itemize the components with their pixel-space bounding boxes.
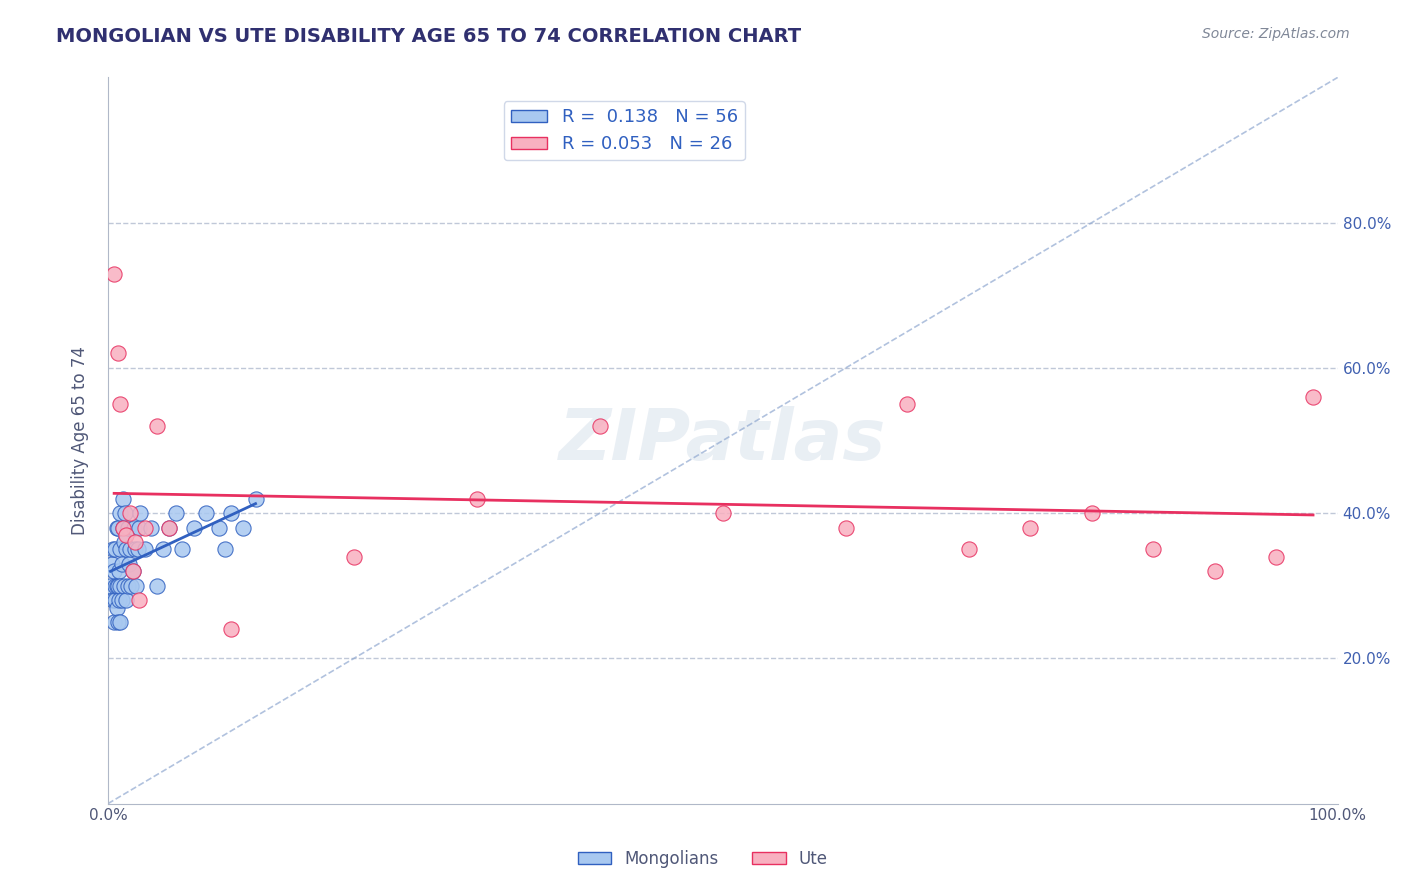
Point <box>195 506 218 520</box>
Point <box>711 506 734 520</box>
Point <box>111 491 134 506</box>
Point <box>129 506 152 520</box>
Point <box>152 542 174 557</box>
Point <box>124 542 146 557</box>
Point <box>103 267 125 281</box>
Point <box>219 623 242 637</box>
Point <box>124 535 146 549</box>
Point <box>104 542 127 557</box>
Point <box>103 564 125 578</box>
Y-axis label: Disability Age 65 to 74: Disability Age 65 to 74 <box>72 346 89 535</box>
Point <box>957 542 980 557</box>
Point <box>110 542 132 557</box>
Point <box>125 579 148 593</box>
Point <box>107 521 129 535</box>
Point <box>117 579 139 593</box>
Point <box>120 542 142 557</box>
Point <box>105 521 128 535</box>
Point <box>121 564 143 578</box>
Point <box>1142 542 1164 557</box>
Point <box>159 521 181 535</box>
Point <box>465 491 488 506</box>
Point <box>110 557 132 571</box>
Point <box>104 593 127 607</box>
Point <box>120 579 142 593</box>
Point <box>134 521 156 535</box>
Point <box>1019 521 1042 535</box>
Point <box>111 521 134 535</box>
Point <box>120 506 142 520</box>
Point <box>146 419 169 434</box>
Point <box>110 593 132 607</box>
Point <box>134 542 156 557</box>
Point <box>343 549 366 564</box>
Text: Source: ZipAtlas.com: Source: ZipAtlas.com <box>1202 27 1350 41</box>
Point <box>111 521 134 535</box>
Point <box>139 521 162 535</box>
Point <box>100 557 122 571</box>
Point <box>115 593 138 607</box>
Point <box>108 564 131 578</box>
Point <box>112 535 135 549</box>
Point <box>103 615 125 629</box>
Point <box>208 521 231 535</box>
Legend: Mongolians, Ute: Mongolians, Ute <box>571 844 835 875</box>
Point <box>115 528 138 542</box>
Point <box>117 521 139 535</box>
Point <box>110 506 132 520</box>
Point <box>112 579 135 593</box>
Point <box>214 542 236 557</box>
Point <box>159 521 181 535</box>
Point <box>1265 549 1288 564</box>
Text: ZIPatlas: ZIPatlas <box>560 406 887 475</box>
Point <box>183 521 205 535</box>
Point <box>896 397 918 411</box>
Point <box>232 521 254 535</box>
Point <box>105 600 128 615</box>
Point <box>100 579 122 593</box>
Point <box>104 579 127 593</box>
Point <box>101 593 124 607</box>
Point <box>110 397 132 411</box>
Point <box>245 491 267 506</box>
Point <box>121 564 143 578</box>
Point <box>219 506 242 520</box>
Point <box>108 593 131 607</box>
Point <box>170 542 193 557</box>
Point <box>127 542 149 557</box>
Point <box>110 579 132 593</box>
Legend: R =  0.138   N = 56, R = 0.053   N = 26: R = 0.138 N = 56, R = 0.053 N = 26 <box>503 101 745 161</box>
Point <box>105 579 128 593</box>
Point <box>110 615 132 629</box>
Point <box>128 593 150 607</box>
Point <box>1204 564 1226 578</box>
Point <box>122 521 145 535</box>
Point <box>107 615 129 629</box>
Point <box>114 506 136 520</box>
Point <box>107 579 129 593</box>
Point <box>165 506 187 520</box>
Point <box>1302 390 1324 404</box>
Point <box>128 521 150 535</box>
Point <box>1080 506 1102 520</box>
Point <box>115 542 138 557</box>
Point <box>589 419 612 434</box>
Point <box>118 557 141 571</box>
Text: MONGOLIAN VS UTE DISABILITY AGE 65 TO 74 CORRELATION CHART: MONGOLIAN VS UTE DISABILITY AGE 65 TO 74… <box>56 27 801 45</box>
Point <box>835 521 858 535</box>
Point <box>107 346 129 360</box>
Point <box>146 579 169 593</box>
Point <box>101 542 124 557</box>
